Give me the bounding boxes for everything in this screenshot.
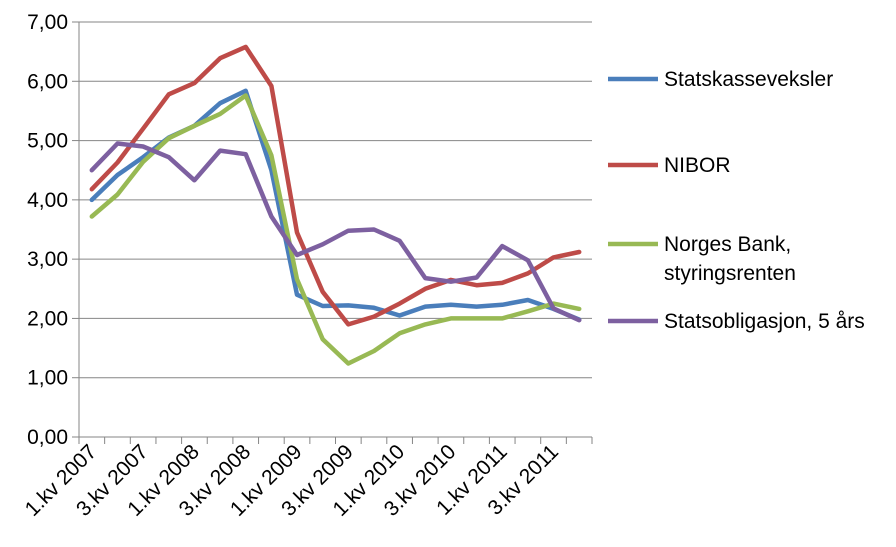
series-line-4 [89,141,582,323]
y-tick-label: 6,00 [27,70,68,93]
legend-label: NIBOR [664,154,731,177]
legend: Statskasseveksler NIBOR Norges Bank, styrin… [608,68,865,333]
y-tick-label: 1,00 [27,367,68,390]
legend-label: Statskasseveksler [664,68,833,91]
y-tick-label: 4,00 [27,189,68,212]
legend-label: Norges Bank, [664,233,791,256]
gridlines [79,21,592,379]
series-line-3 [89,93,582,366]
legend-label: styringsrenten [664,262,796,285]
y-tick-label: 5,00 [27,130,68,153]
series-line-1 [89,88,582,322]
y-tick-label: 0,00 [27,426,68,449]
legend-label: Statsobligasjon, 5 års [664,310,865,333]
series-lines [89,44,582,366]
y-tick-label: 7,00 [27,11,68,34]
y-tick-label: 2,00 [27,307,68,330]
y-axis: 0,00 1,00 2,00 3,00 4,00 5,00 6,00 7,00 [27,11,80,449]
series-line-2 [89,44,582,327]
y-tick-label: 3,00 [27,248,68,271]
